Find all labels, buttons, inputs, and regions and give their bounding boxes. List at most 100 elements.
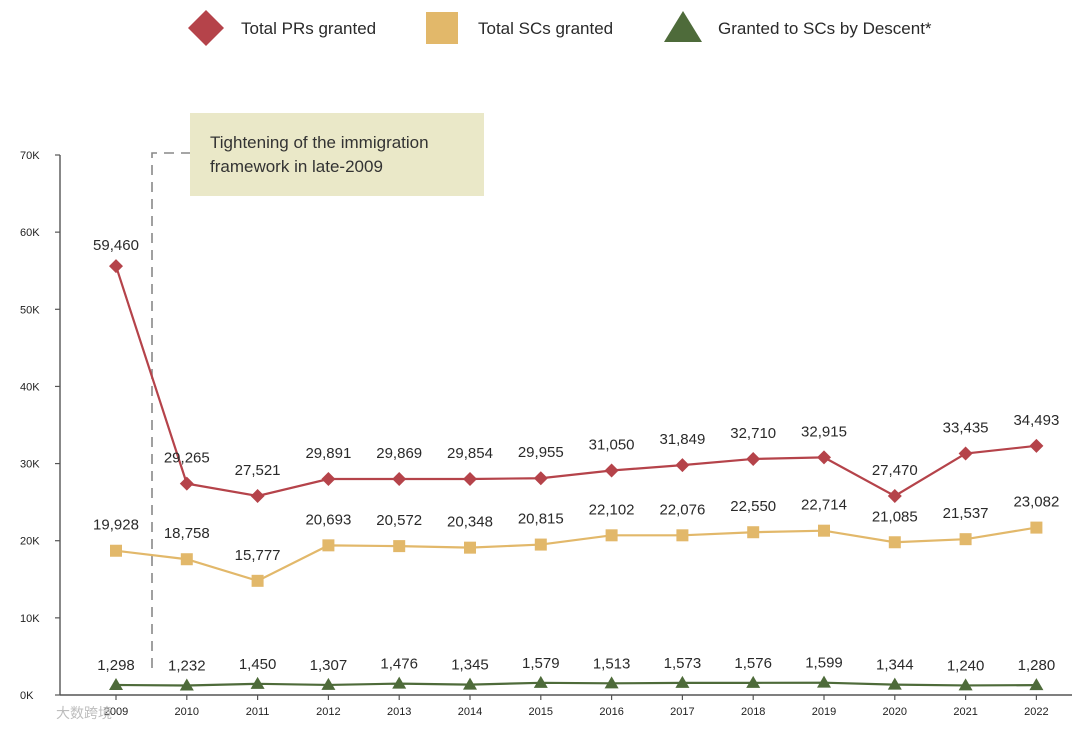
marker-diamond [533, 471, 548, 486]
marker-square [322, 539, 335, 552]
marker-triangle [392, 676, 407, 689]
y-tick-label: 0K [20, 690, 34, 702]
data-label: 22,076 [659, 501, 705, 518]
marker-diamond [958, 446, 973, 461]
data-label: 32,710 [730, 425, 776, 442]
y-tick-label: 10K [20, 613, 40, 625]
data-label: 29,869 [376, 445, 422, 462]
data-label: 1,599 [805, 655, 843, 672]
data-label: 1,450 [239, 656, 277, 673]
marker-diamond [817, 450, 831, 465]
data-label: 20,572 [376, 512, 422, 529]
data-label: 1,345 [451, 657, 489, 674]
annotation: Tightening of the immigration framework i… [151, 113, 484, 668]
data-labels: 59,460 29,265 27,521 29,891 29,869 29,854 29,9… [93, 237, 1059, 674]
series-line [114, 265, 1037, 498]
data-label: 20,693 [305, 511, 351, 528]
data-label: 21,085 [872, 508, 918, 525]
series-group [109, 259, 1044, 691]
legend-marker-triangle [664, 11, 702, 42]
legend-label: Total SCs granted [478, 19, 613, 38]
x-tick-label: 2011 [246, 706, 270, 718]
legend-label: Total PRs granted [241, 19, 376, 38]
marker-diamond [250, 488, 265, 503]
marker-diamond [887, 488, 902, 503]
x-tick-label: 2015 [529, 706, 553, 718]
y-tick-label: 70K [20, 150, 40, 162]
marker-diamond [1029, 438, 1044, 453]
marker-triangle [179, 678, 194, 691]
x-tick-label: 2017 [670, 706, 694, 718]
legend-label: Granted to SCs by Descent* [718, 19, 932, 38]
data-label: 32,915 [801, 423, 847, 440]
x-tick-label: 2019 [812, 706, 836, 718]
data-label: 20,348 [447, 514, 493, 531]
x-tick-label: 2013 [387, 706, 411, 718]
x-tick-label: 2012 [316, 706, 340, 718]
marker-diamond [675, 458, 690, 473]
legend: Total PRs granted Total SCs granted Grante… [188, 10, 932, 46]
marker-square [959, 533, 972, 546]
marker-square [605, 529, 618, 542]
data-label: 22,714 [801, 497, 847, 514]
marker-triangle [675, 675, 690, 688]
marker-square [251, 574, 264, 587]
legend-marker-diamond [188, 10, 224, 46]
data-label: 1,240 [947, 657, 985, 674]
x-tick-label: 2010 [175, 706, 199, 718]
marker-diamond [109, 259, 123, 274]
x-tick-label: 2014 [458, 706, 482, 718]
data-label: 23,082 [1013, 494, 1059, 511]
marker-diamond [321, 472, 336, 486]
legend-marker-square [426, 12, 458, 44]
marker-triangle [463, 677, 477, 690]
marker-triangle [958, 678, 973, 691]
marker-square [180, 553, 193, 566]
y-tick-label: 40K [20, 381, 40, 393]
marker-square [393, 540, 406, 553]
marker-triangle [109, 677, 123, 690]
marker-diamond [392, 472, 407, 486]
y-tick-label: 30K [20, 459, 40, 471]
marker-triangle [817, 675, 831, 688]
data-label: 1,579 [522, 655, 560, 672]
marker-square [110, 544, 122, 557]
data-label: 1,476 [380, 656, 418, 673]
marker-square [1030, 521, 1043, 534]
series-line [115, 526, 1037, 583]
data-label: 29,265 [164, 450, 210, 467]
data-label: 29,955 [518, 444, 564, 461]
annotation-text: framework in late-2009 [210, 157, 383, 176]
marker-square [888, 536, 901, 549]
data-label: 31,849 [659, 431, 705, 448]
data-label: 1,573 [664, 655, 702, 672]
data-label: 1,513 [593, 655, 631, 672]
data-label: 22,102 [589, 501, 635, 518]
marker-square [747, 526, 760, 539]
x-tick-label: 2018 [741, 706, 765, 718]
data-label: 29,854 [447, 445, 493, 462]
y-tick-label: 20K [20, 536, 40, 548]
data-label: 1,576 [734, 655, 772, 672]
watermark-text: 大数跨境 [56, 705, 112, 721]
x-tick-label: 2022 [1024, 706, 1048, 718]
data-label: 59,460 [93, 237, 139, 254]
marker-triangle [1029, 678, 1044, 691]
data-label: 15,777 [235, 547, 281, 564]
marker-triangle [887, 677, 902, 690]
annotation-text: Tightening of the immigration [210, 133, 429, 152]
marker-triangle [604, 676, 619, 689]
data-label: 21,537 [943, 505, 989, 522]
data-label: 1,232 [168, 657, 206, 674]
data-label: 1,344 [876, 657, 914, 674]
axes: 0K 10K 20K 30K 40K 50K 60K 70K 2009 2010 2011 2012 2… [20, 150, 1072, 718]
annotation-dashed-line [151, 152, 190, 668]
x-tick-label: 2009 [104, 706, 128, 718]
x-tick-label: 2021 [953, 706, 977, 718]
data-label: 18,758 [164, 525, 210, 542]
data-label: 22,550 [730, 498, 776, 515]
data-label: 27,470 [872, 462, 918, 479]
marker-square [818, 524, 830, 537]
marker-triangle [321, 677, 336, 690]
